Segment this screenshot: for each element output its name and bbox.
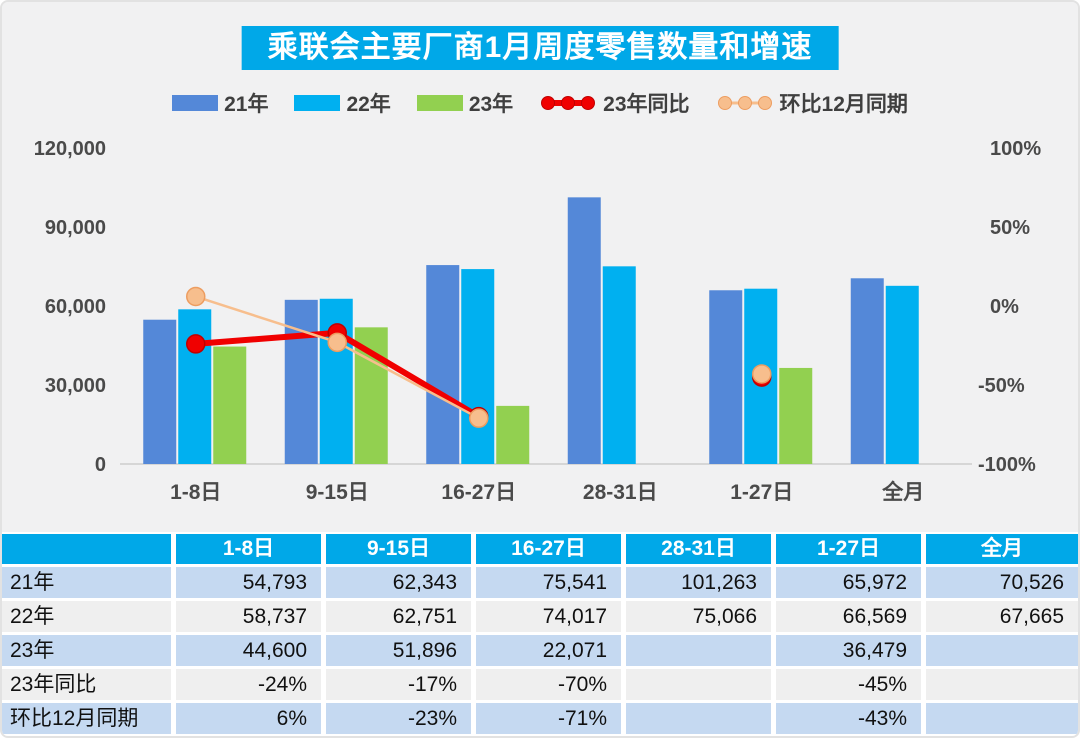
left-axis-tick-label: 120,000 (34, 138, 106, 160)
data-table: 1-8日 9-15日 16-27日 28-31日 1-27日 全月 21年 54,793 62,… (2, 534, 1078, 734)
bar-22年 (178, 309, 212, 464)
data-table-section: 1-8日 9-15日 16-27日 28-31日 1-27日 全月 21年 54,793 62,… (2, 532, 1078, 736)
legend-item: 23年 (416, 88, 514, 118)
table-header-cell: 28-31日 (626, 534, 776, 564)
table-cell (926, 703, 1078, 734)
table-cell: 62,751 (326, 601, 476, 632)
legend-item: 23年同比 (539, 88, 690, 118)
data-point-marker-环比12月同期 (752, 364, 772, 384)
bar-22年 (885, 285, 919, 464)
table-cell: -45% (776, 669, 926, 700)
right-axis-tick-label: -100% (978, 454, 1036, 476)
table-header-cell: 9-15日 (326, 534, 476, 564)
right-axis-tick-label: 100% (990, 138, 1041, 160)
x-axis-label: 1-27日 (730, 481, 793, 504)
table-cell: 6% (176, 703, 326, 734)
data-point-marker-23年同比 (186, 334, 206, 354)
table-row-label: 环比12月同期 (2, 703, 176, 734)
legend-label: 22年 (346, 93, 391, 116)
chart-legend: 21年 22年 23年 23年同比 环比12月同期 (2, 88, 1078, 118)
table-cell: 36,479 (776, 635, 926, 666)
left-axis-tick-label: 60,000 (45, 296, 106, 318)
table-header-cell: 全月 (926, 534, 1078, 564)
table-row-label: 22年 (2, 601, 176, 632)
table-cell: 74,017 (476, 601, 626, 632)
bar-21年 (567, 197, 601, 464)
data-point-marker-环比12月同期 (327, 332, 347, 353)
legend-item: 21年 (172, 88, 268, 118)
table-cell: -17% (326, 669, 476, 700)
data-point-marker-环比12月同期 (186, 286, 206, 307)
x-axis-label: 16-27日 (441, 481, 516, 504)
x-axis-label: 9-15日 (306, 481, 369, 504)
table-cell: 70,526 (926, 567, 1078, 598)
left-axis-tick-label: 0 (95, 454, 106, 476)
bar-23年 (779, 367, 813, 464)
bar-22年 (602, 266, 636, 464)
table-cell: 62,343 (326, 567, 476, 598)
x-axis-label: 1-8日 (170, 481, 221, 504)
table-cell: 101,263 (626, 567, 776, 598)
bar-21年 (284, 299, 318, 464)
chart-plot: 0 30,000 60,000 90,000 120,000 -100% -50% 0% 50%… (34, 138, 1042, 504)
table-row-label: 23年同比 (2, 669, 176, 700)
chart-title: 乘联会主要厂商1月周度零售数量和增速 (241, 26, 839, 70)
table-cell: 22,071 (476, 635, 626, 666)
data-point-marker-环比12月同期 (469, 408, 489, 428)
bar-21年 (709, 290, 743, 464)
bar-21年 (143, 319, 177, 464)
table-cell: 51,896 (326, 635, 476, 666)
table-cell: 58,737 (176, 601, 326, 632)
right-axis-tick-label: 50% (990, 217, 1030, 239)
table-row-label: 21年 (2, 567, 176, 598)
legend-item: 环比12月同期 (716, 88, 908, 118)
legend-bar-swatch-icon (172, 95, 219, 111)
table-cell: -71% (476, 703, 626, 734)
legend-line-swatch-icon (717, 96, 772, 110)
table-cell: -23% (326, 703, 476, 734)
table-cell (626, 703, 776, 734)
table-cell (926, 669, 1078, 700)
table-cell: 67,665 (926, 601, 1078, 632)
bar-21年 (850, 278, 884, 464)
table-cell: -43% (776, 703, 926, 734)
table-row-label: 23年 (2, 635, 176, 666)
table-header-cell: 16-27日 (476, 534, 626, 564)
table-cell: -24% (176, 669, 326, 700)
chart-section: 乘联会主要厂商1月周度零售数量和增速 21年 22年 23年 23年同比 环比12月同期… (2, 2, 1078, 532)
legend-label: 21年 (224, 93, 269, 116)
table-cell: 54,793 (176, 567, 326, 598)
table-cell: 75,066 (626, 601, 776, 632)
table-cell: 65,972 (776, 567, 926, 598)
table-cell: 75,541 (476, 567, 626, 598)
x-axis-label: 全月 (881, 480, 924, 504)
table-header-cell: 1-27日 (776, 534, 926, 564)
legend-bar-swatch-icon (294, 95, 341, 111)
legend-label: 23年同比 (603, 93, 690, 116)
legend-line-swatch-icon (541, 96, 596, 110)
table-cell (926, 635, 1078, 666)
table-cell: 44,600 (176, 635, 326, 666)
legend-label: 23年 (468, 93, 514, 116)
table-cell: -70% (476, 669, 626, 700)
x-axis-label: 28-31日 (583, 481, 658, 504)
bar-23年 (213, 346, 247, 464)
table-cell: 66,569 (776, 601, 926, 632)
legend-item: 22年 (294, 88, 391, 118)
left-axis-tick-label: 90,000 (45, 217, 106, 239)
left-axis-tick-label: 30,000 (45, 375, 106, 397)
bar-23年 (496, 405, 530, 464)
table-header-corner (2, 534, 176, 564)
table-cell (626, 635, 776, 666)
table-header-cell: 1-8日 (176, 534, 326, 564)
right-axis-tick-label: -50% (978, 375, 1025, 397)
legend-bar-swatch-icon (416, 95, 463, 111)
bar-21年 (426, 265, 460, 464)
right-axis-tick-label: 0% (990, 296, 1019, 318)
legend-label: 环比12月同期 (779, 93, 908, 116)
table-cell (626, 669, 776, 700)
bar-22年 (461, 269, 495, 464)
